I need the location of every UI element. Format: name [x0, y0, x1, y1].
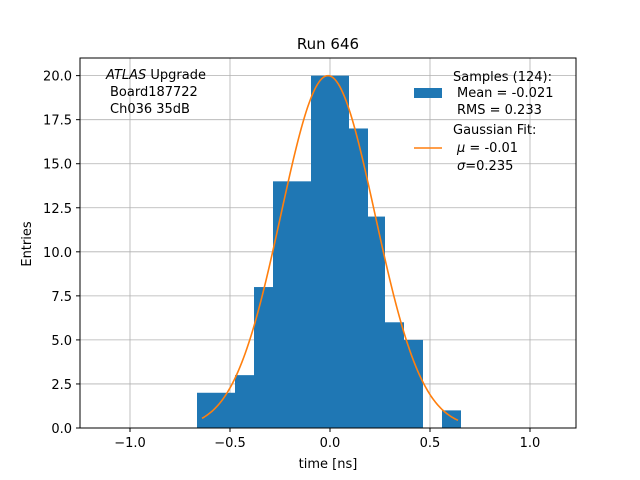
histogram-bar-3: [273, 181, 311, 428]
chart-title: Run 646: [297, 35, 359, 53]
sigma-value: =0.235: [465, 159, 513, 174]
mu-value: = -0.01: [465, 141, 518, 156]
histogram-bar-4: [311, 75, 349, 428]
y-axis-ticks: 0.0 2.5 5.0 7.5 10.0 12.5 15.0 17.5 20.0: [43, 70, 80, 437]
legend-samples-rms: RMS = 0.233: [457, 103, 542, 118]
y-tick-label-4: 10.0: [43, 246, 72, 261]
x-tick-label-1: −0.5: [214, 436, 246, 451]
y-tick-label-7: 17.5: [43, 114, 72, 129]
x-axis-ticks: −1.0 −0.5 0.0 0.5 1.0: [114, 428, 540, 451]
histogram-bar-0: [197, 392, 235, 428]
legend-fit-mu: μ = -0.01: [456, 141, 518, 156]
legend-samples-title: Samples (124):: [453, 70, 552, 85]
annotation-line-2: Board187722: [110, 85, 198, 100]
y-tick-label-8: 20.0: [43, 70, 72, 85]
histogram-bars: [197, 75, 461, 428]
y-axis-label: Entries: [20, 221, 35, 267]
histogram-bar-2: [254, 287, 273, 428]
legend-fit-title: Gaussian Fit:: [453, 123, 536, 138]
histogram-bar-5: [349, 128, 368, 428]
histogram-bar-9: [442, 410, 461, 428]
sigma-symbol: σ: [457, 159, 466, 174]
histogram-bar-1: [235, 375, 254, 428]
axes-frame: [79, 57, 577, 429]
y-tick-label-6: 15.0: [43, 158, 72, 173]
annotation-upgrade: Upgrade: [146, 68, 206, 83]
annotation-atlas: ATLAS: [105, 68, 146, 83]
x-tick-label-0: −1.0: [114, 436, 146, 451]
legend-samples-mean: Mean = -0.021: [457, 86, 553, 101]
x-tick-label-4: 1.0: [520, 436, 541, 451]
y-tick-label-3: 7.5: [51, 290, 72, 305]
histogram-bar-6: [368, 216, 385, 428]
mu-symbol: μ: [456, 141, 465, 156]
y-tick-label-1: 2.5: [51, 378, 72, 393]
annotation-box: ATLAS Upgrade Board187722 Ch036 35dB: [105, 68, 206, 117]
y-tick-label-0: 0.0: [51, 422, 72, 437]
annotation-line-1: ATLAS Upgrade: [105, 68, 206, 83]
x-tick-label-2: 0.0: [320, 436, 341, 451]
x-axis-label: time [ns]: [299, 457, 358, 472]
annotation-line-3: Ch036 35dB: [110, 102, 190, 117]
histogram-bar-7: [385, 322, 404, 428]
x-tick-label-3: 0.5: [420, 436, 441, 451]
histogram-bar-8: [404, 339, 423, 428]
legend-samples-swatch: [414, 88, 442, 98]
gaussian-fit-curve: [201, 74, 459, 422]
y-tick-label-2: 5.0: [51, 334, 72, 349]
y-tick-label-5: 12.5: [43, 202, 72, 217]
legend-fit-sigma: σ=0.235: [457, 159, 513, 174]
legend: Samples (124): Mean = -0.021 RMS = 0.233…: [414, 70, 553, 174]
